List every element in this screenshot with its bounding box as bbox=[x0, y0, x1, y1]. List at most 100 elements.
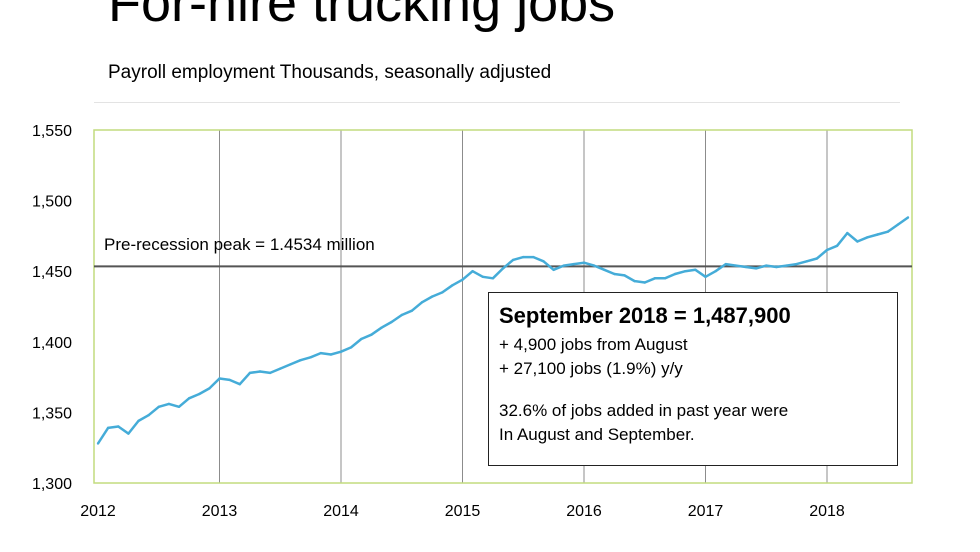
data-point bbox=[481, 275, 484, 278]
data-point bbox=[329, 353, 333, 356]
data-point bbox=[552, 268, 555, 271]
data-point bbox=[663, 277, 667, 280]
data-point bbox=[268, 371, 272, 375]
data-point bbox=[218, 377, 221, 380]
data-point bbox=[380, 326, 383, 329]
data-point bbox=[643, 281, 646, 284]
y-tick-label: 1,450 bbox=[32, 264, 72, 281]
data-point bbox=[309, 356, 312, 359]
data-point bbox=[420, 301, 424, 304]
data-point bbox=[633, 279, 636, 283]
data-point bbox=[754, 267, 758, 270]
data-point bbox=[532, 255, 535, 259]
data-point bbox=[785, 264, 788, 267]
data-point bbox=[613, 272, 616, 276]
data-point bbox=[106, 426, 110, 430]
data-point bbox=[96, 442, 100, 445]
data-point bbox=[208, 387, 211, 390]
data-point bbox=[349, 346, 353, 349]
data-point bbox=[846, 231, 849, 235]
data-point bbox=[137, 419, 140, 423]
data-point bbox=[461, 278, 464, 281]
data-point bbox=[653, 277, 657, 280]
data-point bbox=[258, 370, 262, 373]
data-point bbox=[289, 363, 292, 366]
data-point bbox=[684, 270, 687, 273]
data-point bbox=[147, 414, 150, 417]
y-tick-label: 1,350 bbox=[32, 405, 72, 422]
data-point bbox=[704, 275, 707, 278]
y-axis-ticks: 1,300 1,350 1,400 1,450 1,500 1,550 bbox=[32, 123, 72, 493]
data-point bbox=[522, 255, 525, 259]
pre-recession-peak-label: Pre-recession peak = 1.4534 million bbox=[104, 235, 375, 254]
data-point bbox=[825, 248, 829, 252]
x-tick-label: 2014 bbox=[323, 503, 359, 520]
data-point bbox=[542, 260, 545, 263]
data-point bbox=[228, 378, 231, 382]
callout-headline: September 2018 = 1,487,900 bbox=[499, 303, 791, 328]
callout-box: September 2018 = 1,487,900 + 4,900 jobs … bbox=[488, 292, 898, 466]
data-point bbox=[835, 244, 839, 247]
data-point bbox=[198, 392, 201, 396]
x-tick-label: 2015 bbox=[445, 503, 481, 520]
y-tick-label: 1,500 bbox=[32, 194, 72, 211]
x-tick-label: 2018 bbox=[809, 503, 845, 520]
data-point bbox=[471, 270, 474, 273]
data-point bbox=[127, 432, 130, 435]
callout-note-line-1: 32.6% of jobs added in past year were bbox=[499, 401, 789, 420]
data-point bbox=[501, 267, 505, 270]
x-tick-label: 2012 bbox=[80, 503, 116, 520]
x-axis-ticks: 2012 2013 2014 2015 2016 2017 2018 bbox=[80, 503, 845, 520]
callout-monthly-change: + 4,900 jobs from August bbox=[499, 335, 688, 354]
data-point bbox=[299, 359, 302, 362]
data-point bbox=[441, 291, 444, 294]
data-point bbox=[410, 309, 414, 312]
data-point bbox=[390, 320, 393, 324]
data-point bbox=[876, 233, 879, 236]
y-tick-label: 1,550 bbox=[32, 123, 72, 140]
chart-subtitle: Payroll employment Thousands, seasonally… bbox=[108, 62, 552, 83]
data-point bbox=[491, 277, 495, 280]
y-tick-label: 1,400 bbox=[32, 335, 72, 352]
chart-title: For-hire trucking jobs bbox=[108, 0, 616, 33]
data-point bbox=[906, 216, 910, 219]
data-point bbox=[765, 264, 768, 267]
data-point bbox=[339, 350, 343, 353]
callout-yearly-change: + 27,100 jobs (1.9%) y/y bbox=[499, 359, 683, 378]
data-point bbox=[248, 371, 252, 375]
data-point bbox=[319, 351, 322, 355]
data-point bbox=[279, 367, 282, 370]
plot-area-border bbox=[93, 129, 913, 484]
data-point bbox=[157, 405, 160, 408]
data-point bbox=[187, 397, 191, 400]
y-tick-label: 1,300 bbox=[32, 476, 72, 493]
data-point bbox=[177, 405, 181, 408]
data-point bbox=[866, 236, 869, 239]
title-divider bbox=[94, 102, 900, 103]
data-point bbox=[856, 240, 859, 243]
data-point bbox=[360, 337, 363, 341]
data-point bbox=[572, 262, 576, 266]
callout-note-line-2: In August and September. bbox=[499, 425, 695, 444]
data-point bbox=[582, 261, 586, 264]
data-point bbox=[430, 295, 434, 298]
data-point bbox=[238, 383, 241, 386]
x-tick-label: 2017 bbox=[688, 503, 724, 520]
data-point bbox=[400, 313, 403, 317]
data-point bbox=[167, 402, 171, 406]
data-point bbox=[734, 264, 738, 267]
data-point bbox=[714, 270, 717, 273]
data-point bbox=[673, 272, 677, 276]
data-point bbox=[451, 284, 454, 287]
data-point bbox=[592, 264, 596, 267]
data-point bbox=[815, 257, 819, 260]
data-point bbox=[623, 274, 626, 277]
data-point bbox=[562, 264, 565, 267]
data-point bbox=[511, 258, 515, 262]
data-point bbox=[724, 262, 727, 266]
data-point bbox=[370, 333, 373, 336]
data-point bbox=[805, 260, 808, 263]
data-point bbox=[694, 268, 697, 271]
data-point bbox=[795, 262, 798, 266]
